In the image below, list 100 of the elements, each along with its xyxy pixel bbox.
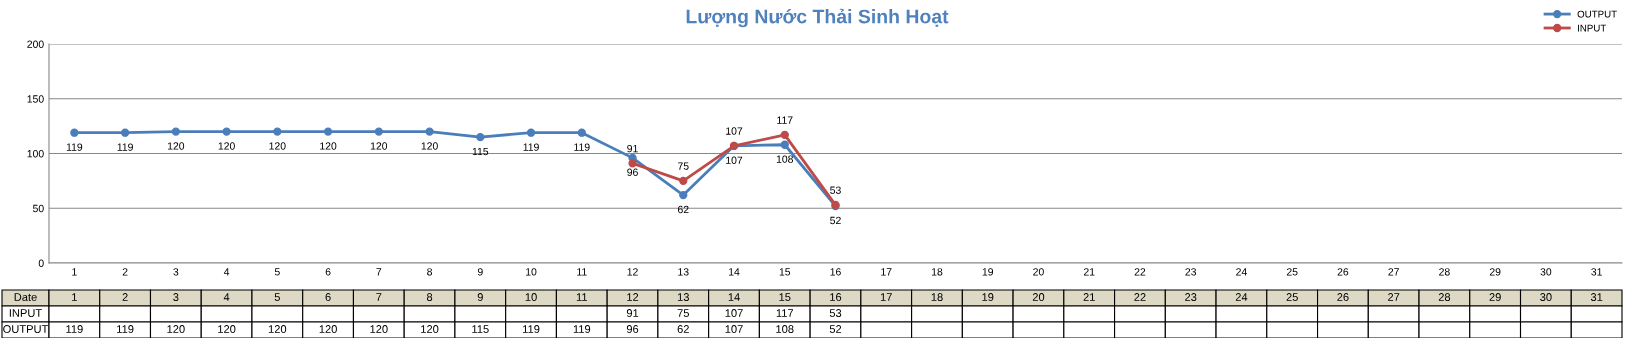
- x-tick-label: 21: [1083, 268, 1095, 276]
- category-label: 5: [274, 293, 280, 301]
- annotation: 107: [726, 156, 743, 164]
- data-label: 108: [776, 325, 794, 333]
- category-label: 26: [1337, 293, 1349, 301]
- annotation: 119: [66, 143, 83, 151]
- annotation: 120: [320, 142, 337, 150]
- point: [222, 127, 231, 136]
- data-label: 119: [117, 325, 134, 333]
- category-label: 31: [1590, 293, 1603, 301]
- category-label: 15: [779, 293, 791, 301]
- x-tick-label: 14: [729, 268, 740, 276]
- data-label: 52: [829, 325, 842, 333]
- chart-title: Lượng Nước Thải Sinh Hoạt: [686, 8, 949, 28]
- annotation: 107: [726, 127, 743, 135]
- point: [526, 128, 536, 137]
- category-label: 13: [677, 293, 689, 301]
- x-tick-label: 19: [982, 268, 994, 276]
- x-tick-label: 12: [627, 268, 638, 276]
- category-label: 19: [982, 293, 994, 301]
- category-label: 10: [525, 293, 537, 301]
- x-tick-label: 20: [1033, 268, 1044, 276]
- point: [374, 127, 383, 136]
- annotation: 117: [777, 116, 793, 124]
- category-label: 9: [477, 293, 483, 301]
- point: [780, 130, 789, 140]
- data-label: 120: [218, 325, 236, 333]
- y-tick-label: 200: [27, 40, 44, 48]
- text: INPUT: [9, 309, 42, 317]
- y-tick-label: 50: [32, 204, 44, 213]
- point: [273, 127, 282, 136]
- category-label: 28: [1438, 293, 1451, 301]
- x-tick-label: 2: [122, 268, 128, 276]
- data-label: 91: [626, 309, 639, 317]
- category-label: 25: [1286, 293, 1298, 301]
- category-label: 29: [1489, 293, 1501, 301]
- category-label: 3: [173, 293, 179, 301]
- data-label: 120: [268, 325, 287, 333]
- annotation: 120: [421, 142, 438, 150]
- category-label: 14: [728, 293, 740, 301]
- annotation: 120: [167, 142, 185, 150]
- x-tick-label: 25: [1286, 268, 1298, 276]
- category-label: 8: [426, 293, 433, 301]
- point: [628, 159, 637, 168]
- x-tick-label: 23: [1185, 268, 1197, 276]
- x-tick-label: 7: [376, 268, 382, 276]
- x-tick-label: 11: [577, 268, 587, 276]
- data-label: 120: [319, 325, 337, 333]
- x-tick-label: 4: [223, 268, 230, 276]
- x-tick-label: 28: [1439, 268, 1450, 276]
- category-label: 23: [1185, 293, 1197, 301]
- category-label: 27: [1388, 293, 1400, 301]
- annotation: 108: [776, 155, 793, 163]
- point: [70, 128, 79, 137]
- category-label: 30: [1540, 293, 1552, 301]
- x-tick-label: 18: [931, 268, 943, 276]
- annotation: 75: [678, 162, 689, 170]
- x-tick-label: 13: [678, 268, 689, 276]
- category-label: 1: [72, 293, 77, 301]
- x-tick-label: 5: [274, 268, 280, 276]
- category-label: 6: [325, 293, 331, 301]
- data-label: 53: [829, 309, 842, 317]
- data-label: 120: [167, 325, 185, 333]
- point: [171, 127, 181, 136]
- y-tick-label: 0: [38, 259, 44, 267]
- category-label: 24: [1235, 293, 1248, 301]
- x-tick-label: 3: [173, 268, 179, 276]
- point: [577, 128, 586, 137]
- data-label: 119: [66, 325, 83, 333]
- x-tick-label: 15: [779, 268, 791, 276]
- x-tick-label: 1: [72, 268, 77, 276]
- x-tick-label: 30: [1540, 268, 1552, 276]
- y-tick-label: 100: [27, 150, 44, 158]
- annotation: 119: [574, 143, 590, 151]
- x-tick-label: 24: [1236, 268, 1247, 276]
- category-label: 11: [576, 293, 588, 301]
- text: OUTPUT: [3, 325, 49, 333]
- data-label: 107: [725, 325, 743, 333]
- x-tick-label: 16: [830, 268, 841, 276]
- x-tick-label: 29: [1489, 268, 1501, 276]
- point: [476, 132, 485, 142]
- category-label: 16: [830, 293, 842, 301]
- x-tick-label: 31: [1591, 268, 1602, 276]
- data-label: 119: [523, 325, 540, 333]
- point: [120, 128, 130, 137]
- x-tick-label: 9: [477, 268, 483, 276]
- annotation: 120: [218, 142, 235, 150]
- data-label: 107: [725, 309, 743, 317]
- annotation: 91: [627, 144, 638, 153]
- annotation: 62: [678, 205, 689, 214]
- x-tick-label: 10: [526, 268, 537, 276]
- category-label: 7: [376, 293, 382, 301]
- category-label: 2: [122, 293, 128, 301]
- x-tick-label: 22: [1134, 268, 1146, 276]
- point: [679, 190, 688, 200]
- data-label: 96: [626, 325, 639, 333]
- point: [780, 140, 789, 149]
- point: [425, 127, 434, 136]
- data-label: 62: [677, 325, 689, 333]
- annotation: 119: [117, 143, 133, 151]
